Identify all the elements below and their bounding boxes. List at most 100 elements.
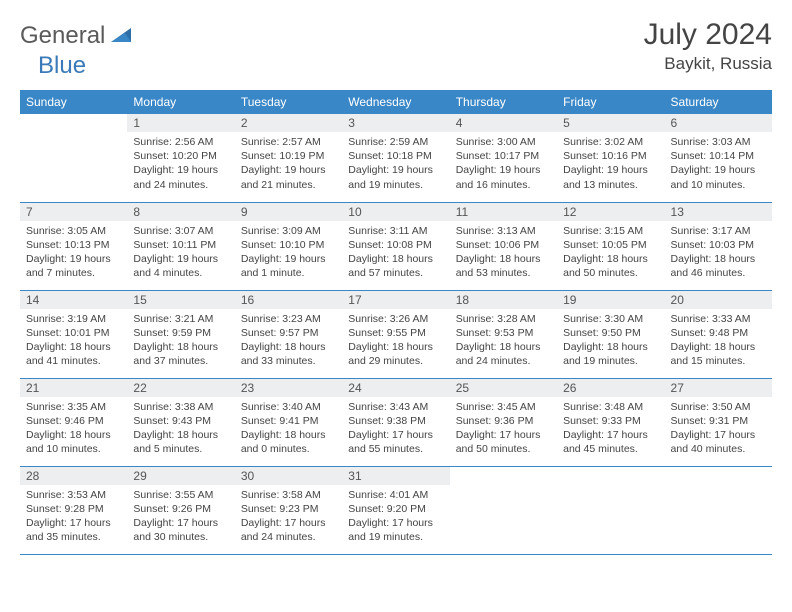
calendar-row: 28Sunrise: 3:53 AMSunset: 9:28 PMDayligh… bbox=[20, 466, 772, 554]
day-body: Sunrise: 3:15 AMSunset: 10:05 PMDaylight… bbox=[557, 221, 664, 284]
day-body: Sunrise: 3:53 AMSunset: 9:28 PMDaylight:… bbox=[20, 485, 127, 548]
title-block: July 2024 Baykit, Russia bbox=[644, 18, 772, 74]
calendar-cell: 27Sunrise: 3:50 AMSunset: 9:31 PMDayligh… bbox=[665, 378, 772, 466]
sunrise-text: Sunrise: 3:28 AM bbox=[456, 312, 551, 326]
sunrise-text: Sunrise: 3:05 AM bbox=[26, 224, 121, 238]
day-body: Sunrise: 2:56 AMSunset: 10:20 PMDaylight… bbox=[127, 132, 234, 195]
logo-triangle-icon bbox=[111, 26, 133, 49]
day-body: Sunrise: 3:13 AMSunset: 10:06 PMDaylight… bbox=[450, 221, 557, 284]
sunset-text: Sunset: 9:48 PM bbox=[671, 326, 766, 340]
sunrise-text: Sunrise: 3:40 AM bbox=[241, 400, 336, 414]
daylight-text: Daylight: 17 hours and 40 minutes. bbox=[671, 428, 766, 456]
day-body: Sunrise: 3:09 AMSunset: 10:10 PMDaylight… bbox=[235, 221, 342, 284]
day-body: Sunrise: 3:19 AMSunset: 10:01 PMDaylight… bbox=[20, 309, 127, 372]
calendar-cell bbox=[20, 114, 127, 202]
daylight-text: Daylight: 19 hours and 1 minute. bbox=[241, 252, 336, 280]
day-body: Sunrise: 3:05 AMSunset: 10:13 PMDaylight… bbox=[20, 221, 127, 284]
sunrise-text: Sunrise: 3:48 AM bbox=[563, 400, 658, 414]
day-body: Sunrise: 3:11 AMSunset: 10:08 PMDaylight… bbox=[342, 221, 449, 284]
calendar-cell: 9Sunrise: 3:09 AMSunset: 10:10 PMDayligh… bbox=[235, 202, 342, 290]
day-number: 3 bbox=[342, 114, 449, 132]
calendar-cell: 21Sunrise: 3:35 AMSunset: 9:46 PMDayligh… bbox=[20, 378, 127, 466]
weekday-header: Saturday bbox=[665, 90, 772, 114]
daylight-text: Daylight: 17 hours and 35 minutes. bbox=[26, 516, 121, 544]
sunrise-text: Sunrise: 3:03 AM bbox=[671, 135, 766, 149]
daylight-text: Daylight: 18 hours and 15 minutes. bbox=[671, 340, 766, 368]
sunrise-text: Sunrise: 4:01 AM bbox=[348, 488, 443, 502]
sunrise-text: Sunrise: 3:55 AM bbox=[133, 488, 228, 502]
calendar-cell: 10Sunrise: 3:11 AMSunset: 10:08 PMDaylig… bbox=[342, 202, 449, 290]
calendar-cell: 11Sunrise: 3:13 AMSunset: 10:06 PMDaylig… bbox=[450, 202, 557, 290]
sunrise-text: Sunrise: 3:17 AM bbox=[671, 224, 766, 238]
calendar-row: 1Sunrise: 2:56 AMSunset: 10:20 PMDayligh… bbox=[20, 114, 772, 202]
day-body: Sunrise: 3:55 AMSunset: 9:26 PMDaylight:… bbox=[127, 485, 234, 548]
sunset-text: Sunset: 10:11 PM bbox=[133, 238, 228, 252]
sunrise-text: Sunrise: 3:50 AM bbox=[671, 400, 766, 414]
day-body: Sunrise: 4:01 AMSunset: 9:20 PMDaylight:… bbox=[342, 485, 449, 548]
calendar-cell: 24Sunrise: 3:43 AMSunset: 9:38 PMDayligh… bbox=[342, 378, 449, 466]
calendar-cell: 18Sunrise: 3:28 AMSunset: 9:53 PMDayligh… bbox=[450, 290, 557, 378]
calendar-cell: 6Sunrise: 3:03 AMSunset: 10:14 PMDayligh… bbox=[665, 114, 772, 202]
daylight-text: Daylight: 19 hours and 7 minutes. bbox=[26, 252, 121, 280]
calendar-cell: 23Sunrise: 3:40 AMSunset: 9:41 PMDayligh… bbox=[235, 378, 342, 466]
sunset-text: Sunset: 9:23 PM bbox=[241, 502, 336, 516]
calendar-cell: 17Sunrise: 3:26 AMSunset: 9:55 PMDayligh… bbox=[342, 290, 449, 378]
logo-text-1: General bbox=[20, 22, 105, 50]
daylight-text: Daylight: 19 hours and 16 minutes. bbox=[456, 163, 551, 191]
calendar-cell bbox=[557, 466, 664, 554]
sunrise-text: Sunrise: 3:23 AM bbox=[241, 312, 336, 326]
daylight-text: Daylight: 18 hours and 29 minutes. bbox=[348, 340, 443, 368]
daylight-text: Daylight: 18 hours and 5 minutes. bbox=[133, 428, 228, 456]
sunset-text: Sunset: 9:20 PM bbox=[348, 502, 443, 516]
calendar-cell: 31Sunrise: 4:01 AMSunset: 9:20 PMDayligh… bbox=[342, 466, 449, 554]
sunrise-text: Sunrise: 2:59 AM bbox=[348, 135, 443, 149]
sunset-text: Sunset: 9:57 PM bbox=[241, 326, 336, 340]
daylight-text: Daylight: 18 hours and 24 minutes. bbox=[456, 340, 551, 368]
daylight-text: Daylight: 17 hours and 45 minutes. bbox=[563, 428, 658, 456]
calendar-table: Sunday Monday Tuesday Wednesday Thursday… bbox=[20, 90, 772, 555]
calendar-cell: 30Sunrise: 3:58 AMSunset: 9:23 PMDayligh… bbox=[235, 466, 342, 554]
calendar-cell: 26Sunrise: 3:48 AMSunset: 9:33 PMDayligh… bbox=[557, 378, 664, 466]
sunrise-text: Sunrise: 3:19 AM bbox=[26, 312, 121, 326]
sunrise-text: Sunrise: 3:07 AM bbox=[133, 224, 228, 238]
day-body: Sunrise: 3:23 AMSunset: 9:57 PMDaylight:… bbox=[235, 309, 342, 372]
calendar-cell: 8Sunrise: 3:07 AMSunset: 10:11 PMDayligh… bbox=[127, 202, 234, 290]
daylight-text: Daylight: 17 hours and 30 minutes. bbox=[133, 516, 228, 544]
daylight-text: Daylight: 19 hours and 10 minutes. bbox=[671, 163, 766, 191]
sunrise-text: Sunrise: 3:26 AM bbox=[348, 312, 443, 326]
weekday-header: Friday bbox=[557, 90, 664, 114]
calendar-cell: 19Sunrise: 3:30 AMSunset: 9:50 PMDayligh… bbox=[557, 290, 664, 378]
day-body: Sunrise: 3:58 AMSunset: 9:23 PMDaylight:… bbox=[235, 485, 342, 548]
day-number: 6 bbox=[665, 114, 772, 132]
calendar-cell: 7Sunrise: 3:05 AMSunset: 10:13 PMDayligh… bbox=[20, 202, 127, 290]
sunset-text: Sunset: 9:38 PM bbox=[348, 414, 443, 428]
day-number: 28 bbox=[20, 467, 127, 485]
calendar-cell: 16Sunrise: 3:23 AMSunset: 9:57 PMDayligh… bbox=[235, 290, 342, 378]
day-number: 29 bbox=[127, 467, 234, 485]
sunrise-text: Sunrise: 3:35 AM bbox=[26, 400, 121, 414]
daylight-text: Daylight: 18 hours and 46 minutes. bbox=[671, 252, 766, 280]
daylight-text: Daylight: 18 hours and 0 minutes. bbox=[241, 428, 336, 456]
sunrise-text: Sunrise: 3:43 AM bbox=[348, 400, 443, 414]
day-body: Sunrise: 3:26 AMSunset: 9:55 PMDaylight:… bbox=[342, 309, 449, 372]
calendar-cell: 4Sunrise: 3:00 AMSunset: 10:17 PMDayligh… bbox=[450, 114, 557, 202]
daylight-text: Daylight: 19 hours and 21 minutes. bbox=[241, 163, 336, 191]
weekday-header: Tuesday bbox=[235, 90, 342, 114]
day-number: 22 bbox=[127, 379, 234, 397]
calendar-cell: 1Sunrise: 2:56 AMSunset: 10:20 PMDayligh… bbox=[127, 114, 234, 202]
day-number: 21 bbox=[20, 379, 127, 397]
day-body: Sunrise: 3:33 AMSunset: 9:48 PMDaylight:… bbox=[665, 309, 772, 372]
calendar-cell: 29Sunrise: 3:55 AMSunset: 9:26 PMDayligh… bbox=[127, 466, 234, 554]
weekday-header: Monday bbox=[127, 90, 234, 114]
daylight-text: Daylight: 18 hours and 50 minutes. bbox=[563, 252, 658, 280]
sunset-text: Sunset: 9:46 PM bbox=[26, 414, 121, 428]
daylight-text: Daylight: 18 hours and 53 minutes. bbox=[456, 252, 551, 280]
calendar-cell: 3Sunrise: 2:59 AMSunset: 10:18 PMDayligh… bbox=[342, 114, 449, 202]
day-body: Sunrise: 3:30 AMSunset: 9:50 PMDaylight:… bbox=[557, 309, 664, 372]
sunrise-text: Sunrise: 3:33 AM bbox=[671, 312, 766, 326]
daylight-text: Daylight: 19 hours and 24 minutes. bbox=[133, 163, 228, 191]
day-body: Sunrise: 3:50 AMSunset: 9:31 PMDaylight:… bbox=[665, 397, 772, 460]
weekday-header: Wednesday bbox=[342, 90, 449, 114]
day-body: Sunrise: 3:28 AMSunset: 9:53 PMDaylight:… bbox=[450, 309, 557, 372]
sunrise-text: Sunrise: 3:58 AM bbox=[241, 488, 336, 502]
